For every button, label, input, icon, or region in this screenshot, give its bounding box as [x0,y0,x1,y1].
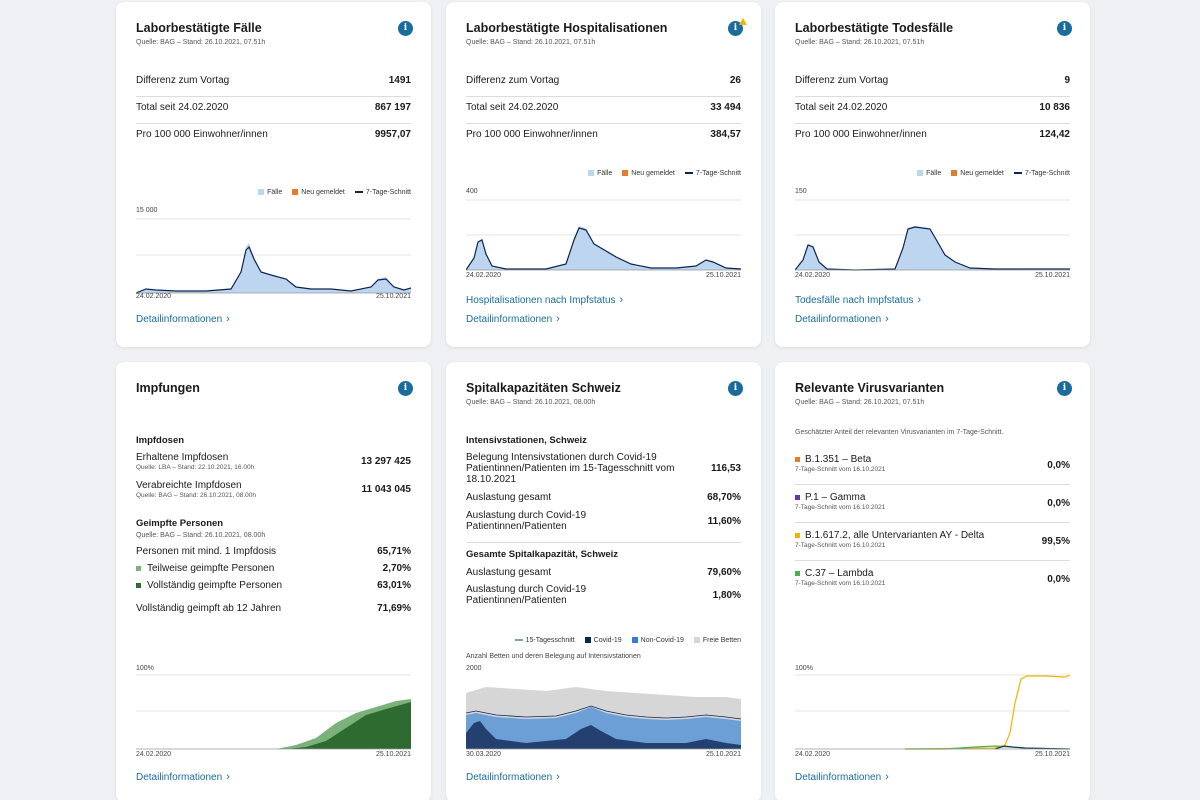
card-title: Laborbestätigte Todesfälle [795,21,954,35]
y-axis-max: 150 [795,188,807,195]
variant-row: B.1.617.2, alle Untervarianten AY - Delt… [795,530,1070,549]
card-title: Laborbestätigte Hospitalisationen [466,21,668,35]
info-icon[interactable]: i [1057,381,1072,396]
y-axis-max: 100% [795,665,813,672]
card-title: Spitalkapazitäten Schweiz [466,381,621,395]
chart-caption: Anzahl Betten und deren Belegung auf Int… [466,653,641,660]
stat-row: Total seit 24.02.2020 33 494 [466,102,741,113]
stat-row: Differenz zum Vortag 1491 [136,75,411,86]
x-axis-end: 25.10.2021 [705,272,741,279]
stat-row: Differenz zum Vortag 26 [466,75,741,86]
hospital-capacity-card: Spitalkapazitäten Schweiz Quelle: BAG – … [446,362,761,800]
stat-row: Pro 100 000 Einwohner/innen 124,42 [795,129,1070,140]
stat-row: Erhaltene Impfdosen Quelle: LBA – Stand: … [136,452,411,471]
y-axis-max: 400 [466,188,478,195]
chart-legend: Fälle Neu gemeldet 7-Tage-Schnitt [588,170,741,177]
vaccination-status-link[interactable]: Todesfälle nach Impfstatus › [795,294,922,306]
deaths-card: Laborbestätigte Todesfälle Quelle: BAG –… [775,2,1090,347]
card-source: Quelle: BAG – Stand: 26.10.2021, 07.51h [466,39,596,46]
stat-row: Total seit 24.02.2020 10 836 [795,102,1070,113]
variants-intro: Geschätzter Anteil der relevanten Virusv… [795,429,1004,436]
doses-heading: Impfdosen [136,435,185,446]
stat-row: Auslastung gesamt 68,70% [466,492,741,503]
stat-row: Verabreichte Impfdosen Quelle: BAG – Stan… [136,480,411,499]
info-icon[interactable]: i [398,381,413,396]
warning-icon [739,18,747,25]
variant-row: B.1.351 – Beta 7-Tage-Schnitt vom 16.10.… [795,454,1070,473]
variants-card: Relevante Virusvarianten Quelle: BAG – S… [775,362,1090,800]
chart-legend: Fälle Neu gemeldet 7-Tage-Schnitt [258,189,411,196]
card-source: Quelle: BAG – Stand: 26.10.2021, 07.51h [136,39,266,46]
card-title: Relevante Virusvarianten [795,381,945,395]
cases-card: Laborbestätigte Fälle Quelle: BAG – Stan… [116,2,431,347]
vaccinations-card: Impfungen i Impfdosen Erhaltene Impfdose… [116,362,431,800]
x-axis-end: 25.10.2021 [705,751,741,758]
x-axis-start: 24.02.2020 [136,293,172,300]
stat-row: Pro 100 000 Einwohner/innen 384,57 [466,129,741,140]
vaccination-status-link[interactable]: Hospitalisationen nach Impfstatus › [466,294,624,306]
x-axis-start: 24.02.2020 [795,751,831,758]
stat-row: Auslastung gesamt 79,60% [466,567,741,578]
detail-link[interactable]: Detailinformationen › [136,771,230,783]
x-axis-start: 24.02.2020 [795,272,831,279]
detail-link[interactable]: Detailinformationen › [466,313,560,325]
chart-legend: Fälle Neu gemeldet 7-Tage-Schnitt [917,170,1070,177]
info-icon[interactable]: i [398,21,413,36]
icu-chart [466,687,741,750]
x-axis-start: 24.02.2020 [136,751,172,758]
stat-row: Differenz zum Vortag 9 [795,75,1070,86]
stat-row: Vollständig geimpfte Personen 63,01% [136,580,411,591]
chart-legend: 15-Tagesschnitt Covid-19 Non-Covid-19 Fr… [514,637,741,644]
x-axis-end: 25.10.2021 [1034,751,1070,758]
card-source: Quelle: BAG – Stand: 26.10.2021, 07.51h [795,39,925,46]
x-axis-start: 24.02.2020 [466,272,502,279]
card-title: Laborbestätigte Fälle [136,21,262,35]
x-axis-end: 25.10.2021 [375,751,411,758]
variant-row: C.37 – Lambda 7-Tage-Schnitt vom 16.10.2… [795,568,1070,587]
x-axis-end: 25.10.2021 [1034,272,1070,279]
card-source: Quelle: BAG – Stand: 26.10.2021, 07.51h [795,399,925,406]
detail-link[interactable]: Detailinformationen › [136,313,230,325]
stat-row: Vollständig geimpft ab 12 Jahren 71,69% [136,603,411,614]
variants-chart [795,674,1070,750]
deaths-chart [795,199,1070,271]
vaccination-chart [136,674,411,750]
y-axis-max: 100% [136,665,154,672]
persons-heading: Geimpfte Personen [136,518,224,529]
stat-row: Auslastung durch Covid-19 Patientinnen/P… [466,510,741,532]
detail-link[interactable]: Detailinformationen › [466,771,560,783]
detail-link[interactable]: Detailinformationen › [795,771,889,783]
x-axis-start: 30.03.2020 [466,751,502,758]
info-icon[interactable]: i [728,381,743,396]
total-capacity-heading: Gesamte Spitalkapazität, Schweiz [466,549,619,560]
stat-row: Personen mit mind. 1 Impfdosis 65,71% [136,546,411,557]
variant-row: P.1 – Gamma 7-Tage-Schnitt vom 16.10.202… [795,492,1070,511]
detail-link[interactable]: Detailinformationen › [795,313,889,325]
icu-heading: Intensivstationen, Schweiz [466,435,587,446]
card-source: Quelle: BAG – Stand: 26.10.2021, 08.00h [466,399,596,406]
persons-source: Quelle: BAG – Stand: 26.10.2021, 08.00h [136,532,266,539]
hospitalisations-card: Laborbestätigte Hospitalisationen Quelle… [446,2,761,347]
stat-row: Pro 100 000 Einwohner/innen 9957,07 [136,129,411,140]
hosp-chart [466,199,741,271]
y-axis-max: 2000 [466,665,482,672]
x-axis-end: 25.10.2021 [375,293,411,300]
stat-row: Total seit 24.02.2020 867 197 [136,102,411,113]
cases-chart [136,218,411,294]
info-icon[interactable]: i [1057,21,1072,36]
stat-row: Auslastung durch Covid-19 Patientinnen/P… [466,584,741,606]
y-axis-max: 15 000 [136,207,158,214]
stat-row: Belegung Intensivstationen durch Covid-1… [466,452,741,485]
stat-row: Teilweise geimpfte Personen 2,70% [136,563,411,574]
card-title: Impfungen [136,381,200,395]
